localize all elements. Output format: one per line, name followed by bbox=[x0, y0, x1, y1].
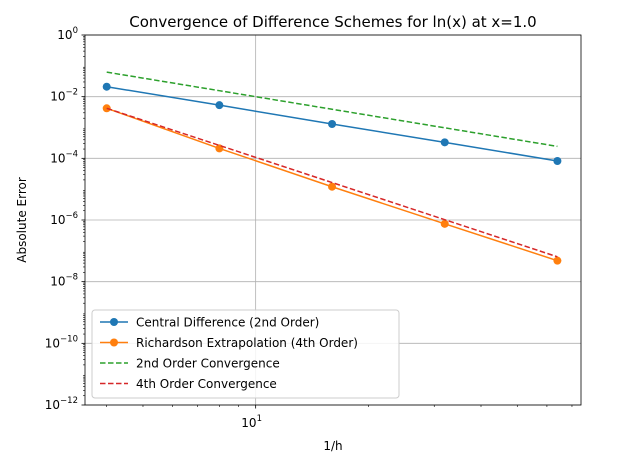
y-tick-label: 10−12 bbox=[45, 396, 78, 412]
axis-ticks: 100 10−2 10−4 10−6 10−8 10−10 10−12 101 bbox=[45, 26, 573, 430]
x-axis-label: 1/h bbox=[323, 439, 342, 453]
x-tick-label: 101 bbox=[241, 414, 262, 430]
y-axis-label: Absolute Error bbox=[15, 177, 29, 263]
data-point-richardson-extrapolation-4th-order bbox=[440, 219, 449, 228]
series-layer bbox=[102, 71, 562, 265]
data-point-central-difference-2nd-order bbox=[553, 156, 562, 165]
legend-marker bbox=[110, 338, 118, 347]
data-point-central-difference-2nd-order bbox=[440, 138, 449, 147]
y-tick-label: 100 bbox=[57, 26, 78, 42]
data-point-central-difference-2nd-order bbox=[215, 101, 224, 110]
y-tick-label: 10−4 bbox=[50, 149, 78, 165]
chart-title: Convergence of Difference Schemes for ln… bbox=[129, 13, 536, 31]
legend-box bbox=[91, 309, 400, 399]
data-point-richardson-extrapolation-4th-order bbox=[328, 182, 337, 191]
y-tick-label: 10−10 bbox=[45, 334, 78, 350]
data-point-central-difference-2nd-order bbox=[328, 119, 337, 128]
legend-label: Richardson Extrapolation (4th Order) bbox=[136, 336, 358, 350]
data-point-richardson-extrapolation-4th-order bbox=[553, 256, 562, 265]
y-tick-label: 10−8 bbox=[50, 273, 78, 289]
legend: Central Difference (2nd Order) Richardson… bbox=[91, 309, 400, 399]
y-tick-label: 10−2 bbox=[50, 88, 78, 104]
legend-label: 2nd Order Convergence bbox=[136, 357, 280, 371]
series-line-4th-order-convergence bbox=[106, 107, 558, 258]
data-point-richardson-extrapolation-4th-order bbox=[102, 104, 111, 113]
data-point-central-difference-2nd-order bbox=[102, 82, 111, 91]
legend-label: Central Difference (2nd Order) bbox=[136, 316, 319, 330]
y-tick-label: 10−6 bbox=[50, 211, 78, 227]
legend-label: 4th Order Convergence bbox=[136, 377, 277, 391]
series-line-2nd-order-convergence bbox=[106, 71, 558, 148]
legend-marker bbox=[110, 318, 118, 326]
